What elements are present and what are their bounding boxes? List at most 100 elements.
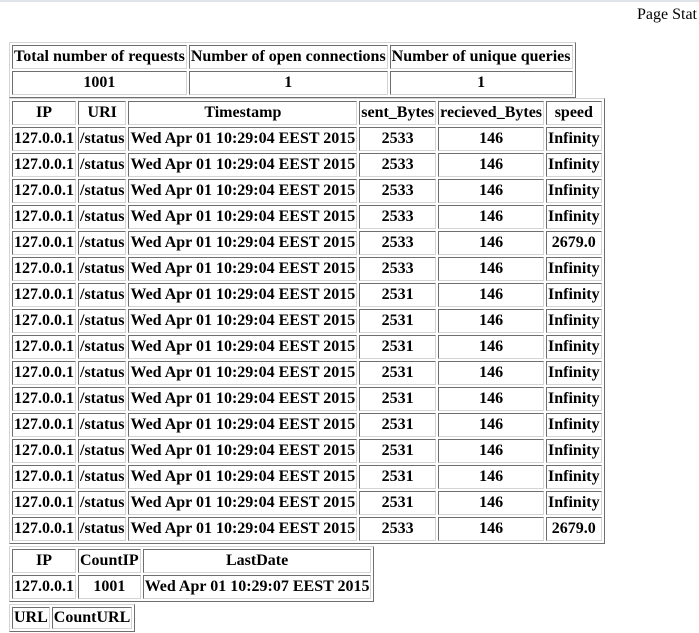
received-bytes-cell: 146 (438, 413, 545, 437)
sent-bytes-cell: 2531 (359, 335, 437, 359)
timestamp-cell: Wed Apr 01 10:29:04 EEST 2015 (128, 231, 358, 255)
uri-cell: /status (78, 231, 127, 255)
speed-cell: Infinity (546, 179, 602, 203)
ip-cell: 127.0.0.1 (12, 153, 76, 177)
speed-cell: Infinity (546, 127, 602, 151)
sent-bytes-cell: 2531 (359, 309, 437, 333)
ip-cell: 127.0.0.1 (12, 283, 76, 307)
ip-cell: 127.0.0.1 (12, 413, 76, 437)
summary-table: Total number of requests Number of open … (9, 42, 576, 98)
sent-bytes-cell: 2531 (359, 465, 437, 489)
received-bytes-cell: 146 (438, 387, 545, 411)
timestamp-cell: Wed Apr 01 10:29:04 EEST 2015 (128, 387, 358, 411)
uri-cell: /status (78, 465, 127, 489)
header-uri: URI (78, 101, 127, 125)
sent-bytes-cell: 2533 (359, 205, 437, 229)
speed-cell: Infinity (546, 387, 602, 411)
table-row: 127.0.0.1/status Wed Apr 01 10:29:04 EEST… (12, 413, 602, 437)
ip-cell: 127.0.0.1 (12, 575, 76, 599)
header-received-bytes: recieved_Bytes (438, 101, 545, 125)
timestamp-cell: Wed Apr 01 10:29:04 EEST 2015 (128, 439, 358, 463)
received-bytes-cell: 146 (438, 179, 545, 203)
header-count-url: CountURL (51, 607, 133, 629)
received-bytes-cell: 146 (438, 283, 545, 307)
ip-cell: 127.0.0.1 (12, 127, 76, 151)
timestamp-cell: Wed Apr 01 10:29:04 EEST 2015 (128, 179, 358, 203)
ip-cell: 127.0.0.1 (12, 205, 76, 229)
header-open-connections: Number of open connections (188, 45, 388, 69)
received-bytes-cell: 146 (438, 361, 545, 385)
sent-bytes-cell: 2533 (359, 517, 437, 541)
uri-cell: /status (78, 257, 127, 281)
table-row: 127.0.0.1/status Wed Apr 01 10:29:04 EEST… (12, 153, 602, 177)
speed-cell: Infinity (546, 491, 602, 515)
speed-cell: Infinity (546, 153, 602, 177)
sent-bytes-cell: 2531 (359, 439, 437, 463)
sent-bytes-cell: 2531 (359, 387, 437, 411)
url-count-table: URL CountURL (9, 604, 136, 632)
timestamp-cell: Wed Apr 01 10:29:04 EEST 2015 (128, 413, 358, 437)
value-total-requests: 1001 (12, 71, 187, 95)
uri-cell: /status (78, 361, 127, 385)
table-row: 127.0.0.1/status Wed Apr 01 10:29:04 EEST… (12, 491, 602, 515)
table-row: 127.0.0.1/status Wed Apr 01 10:29:04 EEST… (12, 205, 602, 229)
timestamp-cell: Wed Apr 01 10:29:04 EEST 2015 (128, 491, 358, 515)
timestamp-cell: Wed Apr 01 10:29:04 EEST 2015 (128, 153, 358, 177)
speed-cell: Infinity (546, 283, 602, 307)
ip-cell: 127.0.0.1 (12, 309, 76, 333)
sent-bytes-cell: 2533 (359, 179, 437, 203)
ip-cell: 127.0.0.1 (12, 517, 76, 541)
value-open-connections: 1 (188, 71, 388, 95)
ip-cell: 127.0.0.1 (12, 361, 76, 385)
table-row: 127.0.0.1 1001 Wed Apr 01 10:29:07 EEST … (12, 575, 372, 599)
uri-cell: /status (78, 335, 127, 359)
header-count-ip: CountIP (78, 549, 141, 573)
received-bytes-cell: 146 (438, 517, 545, 541)
received-bytes-cell: 146 (438, 231, 545, 255)
ip-count-table: IP CountIP LastDate 127.0.0.1 1001 Wed A… (9, 546, 375, 602)
header-unique-queries: Number of unique queries (389, 45, 573, 69)
header-sent-bytes: sent_Bytes (359, 101, 437, 125)
uri-cell: /status (78, 179, 127, 203)
speed-cell: Infinity (546, 205, 602, 229)
sent-bytes-cell: 2533 (359, 231, 437, 255)
header-speed: speed (546, 101, 602, 125)
table-row: 127.0.0.1/status Wed Apr 01 10:29:04 EEST… (12, 127, 602, 151)
uri-cell: /status (78, 517, 127, 541)
ip-cell: 127.0.0.1 (12, 491, 76, 515)
last-date-cell: Wed Apr 01 10:29:07 EEST 2015 (142, 575, 372, 599)
ip-cell: 127.0.0.1 (12, 257, 76, 281)
sent-bytes-cell: 2531 (359, 413, 437, 437)
table-row: 127.0.0.1/status Wed Apr 01 10:29:04 EEST… (12, 517, 602, 541)
ip-cell: 127.0.0.1 (12, 179, 76, 203)
header-ip: IP (12, 101, 76, 125)
header-url: URL (12, 607, 50, 629)
received-bytes-cell: 146 (438, 309, 545, 333)
speed-cell: Infinity (546, 413, 602, 437)
speed-cell: 2679.0 (546, 231, 602, 255)
received-bytes-cell: 146 (438, 491, 545, 515)
speed-cell: 2679.0 (546, 517, 602, 541)
received-bytes-cell: 146 (438, 205, 545, 229)
ip-cell: 127.0.0.1 (12, 231, 76, 255)
table-row: 127.0.0.1/status Wed Apr 01 10:29:04 EEST… (12, 465, 602, 489)
sent-bytes-cell: 2531 (359, 283, 437, 307)
header-ip: IP (12, 549, 76, 573)
sent-bytes-cell: 2533 (359, 257, 437, 281)
ip-cell: 127.0.0.1 (12, 439, 76, 463)
ip-cell: 127.0.0.1 (12, 387, 76, 411)
ip-cell: 127.0.0.1 (12, 335, 76, 359)
url-count-header-row: URL CountURL (12, 607, 133, 629)
timestamp-cell: Wed Apr 01 10:29:04 EEST 2015 (128, 517, 358, 541)
header-timestamp: Timestamp (128, 101, 358, 125)
uri-cell: /status (78, 153, 127, 177)
received-bytes-cell: 146 (438, 127, 545, 151)
sent-bytes-cell: 2531 (359, 491, 437, 515)
summary-value-row: 1001 1 1 (12, 71, 573, 95)
uri-cell: /status (78, 387, 127, 411)
table-row: 127.0.0.1/status Wed Apr 01 10:29:04 EEST… (12, 283, 602, 307)
sent-bytes-cell: 2531 (359, 361, 437, 385)
browser-top-border (0, 0, 699, 2)
table-row: 127.0.0.1/status Wed Apr 01 10:29:04 EEST… (12, 387, 602, 411)
uri-cell: /status (78, 491, 127, 515)
